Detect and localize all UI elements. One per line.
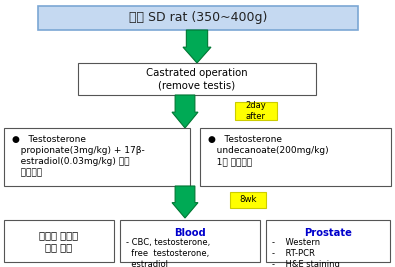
- Text: 정상 SD rat (350~400g): 정상 SD rat (350~400g): [129, 11, 267, 25]
- Polygon shape: [183, 30, 211, 63]
- FancyBboxPatch shape: [38, 6, 358, 30]
- FancyBboxPatch shape: [120, 220, 260, 262]
- Polygon shape: [172, 95, 198, 128]
- FancyBboxPatch shape: [4, 220, 114, 262]
- Text: ●   Testosterone
   propionate(3mg/kg) + 17β-
   estradiol(0.03mg/kg) 매일
   근육투여: ● Testosterone propionate(3mg/kg) + 17β-…: [12, 135, 145, 177]
- Text: Castrated operation
(remove testis): Castrated operation (remove testis): [146, 68, 248, 90]
- Text: ●   Testosterone
   undecanoate(200mg/kg)
   1회 근육투여: ● Testosterone undecanoate(200mg/kg) 1회 …: [208, 135, 329, 166]
- Text: 8wk: 8wk: [239, 195, 257, 205]
- FancyBboxPatch shape: [4, 128, 190, 186]
- Text: 전립선 요도부
내압 측정: 전립선 요도부 내압 측정: [40, 230, 79, 252]
- Text: Prostate: Prostate: [304, 228, 352, 238]
- Text: 2day
after: 2day after: [246, 101, 266, 121]
- FancyBboxPatch shape: [266, 220, 390, 262]
- Polygon shape: [172, 186, 198, 218]
- Text: -    Western
-    RT-PCR
-    H&E staining: - Western - RT-PCR - H&E staining: [272, 238, 340, 267]
- Text: - CBC, testosterone,
  free  testosterone,
  estradiol: - CBC, testosterone, free testosterone, …: [126, 238, 210, 267]
- FancyBboxPatch shape: [78, 63, 316, 95]
- FancyBboxPatch shape: [200, 128, 391, 186]
- FancyBboxPatch shape: [235, 102, 277, 120]
- FancyBboxPatch shape: [230, 192, 266, 208]
- Text: Blood: Blood: [174, 228, 206, 238]
